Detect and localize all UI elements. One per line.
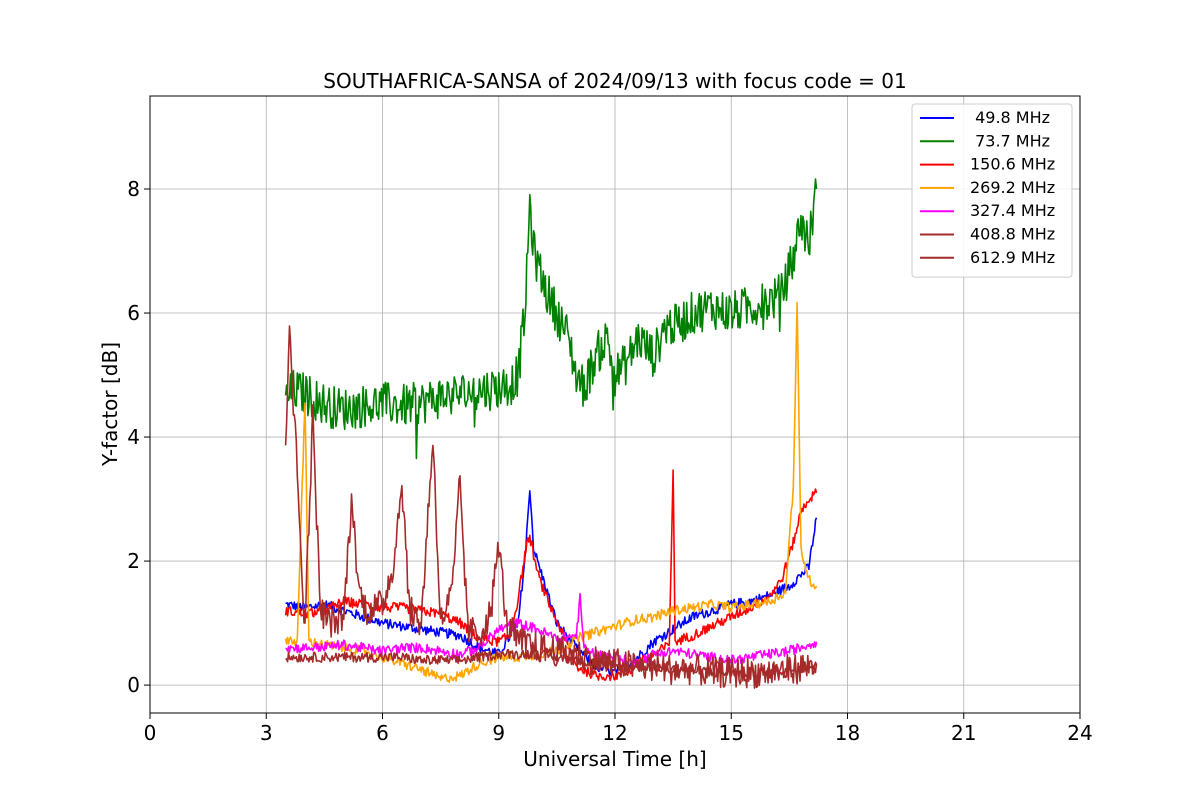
- y-tick-label: 2: [127, 549, 140, 573]
- x-axis-ticks: 0 3 6 9 12 15 18 21 24: [144, 713, 1093, 745]
- legend-label: 73.7 MHz: [970, 131, 1050, 150]
- x-tick-label: 12: [602, 721, 627, 745]
- x-tick-label: 9: [492, 721, 505, 745]
- x-tick-label: 18: [835, 721, 860, 745]
- x-tick-label: 21: [951, 721, 976, 745]
- y-tick-label: 4: [127, 425, 140, 449]
- y-tick-label: 8: [127, 177, 140, 201]
- x-tick-label: 0: [144, 721, 157, 745]
- y-tick-label: 6: [127, 301, 140, 325]
- legend: 49.8 MHz 73.7 MHz 150.6 MHz 269.2 MHz 327.4…: [911, 103, 1073, 278]
- x-tick-label: 6: [376, 721, 389, 745]
- series-line: [284, 178, 818, 460]
- legend-label: 612.9 MHz: [970, 248, 1055, 267]
- data-series: [284, 178, 818, 689]
- x-axis-label: Universal Time [h]: [523, 747, 706, 771]
- chart-title: SOUTHAFRICA-SANSA of 2024/09/13 with foc…: [323, 69, 907, 93]
- legend-label: 327.4 MHz: [970, 201, 1055, 220]
- legend-label: 408.8 MHz: [970, 225, 1055, 244]
- y-axis-label: Y-factor [dB]: [98, 342, 122, 467]
- legend-label: 269.2 MHz: [970, 178, 1055, 197]
- series-line: [284, 325, 818, 689]
- y-axis-ticks: 0 2 4 6 8: [127, 177, 150, 697]
- legend-label: 150.6 MHz: [970, 155, 1055, 174]
- legend-label: 49.8 MHz: [970, 108, 1050, 127]
- y-tick-label: 0: [127, 673, 140, 697]
- x-tick-label: 15: [719, 721, 744, 745]
- x-tick-label: 24: [1067, 721, 1092, 745]
- x-tick-label: 3: [260, 721, 273, 745]
